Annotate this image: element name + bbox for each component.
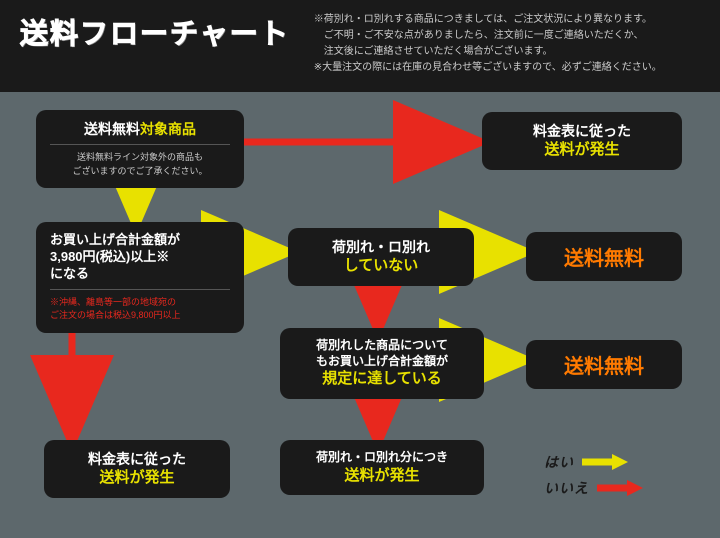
header-notes: ※荷別れ・ロ別れする商品につきましては、ご注文状況により異なります。 ご不明・ご… <box>314 12 662 76</box>
node-not-split: 荷別れ・ロ別れ していない <box>288 228 474 286</box>
legend-no-arrow <box>597 480 643 496</box>
flowchart-canvas: 送料無料対象商品 送料無料ライン対象外の商品もございますのでご了承ください。 料… <box>0 92 720 538</box>
legend-no-label: いいえ <box>544 478 589 498</box>
node-sub: 送料無料ライン対象外の商品もございますのでご了承ください。 <box>50 151 230 178</box>
node-fee-applies-left: 料金表に従った 送料が発生 <box>44 440 230 498</box>
node-split-meets-threshold: 荷別れした商品についてもお買い上げ合計金額が 規定に達している <box>280 328 484 399</box>
node-total-over-3980: お買い上げ合計金額が3,980円(税込)以上※になる ※沖縄、離島等一部の地域宛… <box>36 222 244 333</box>
legend-yes-arrow <box>582 454 628 470</box>
node-free-shipping-target: 送料無料対象商品 送料無料ライン対象外の商品もございますのでご了承ください。 <box>36 110 244 188</box>
node-free-1: 送料無料 <box>526 232 682 281</box>
node-fee-applies-top: 料金表に従った 送料が発生 <box>482 112 682 170</box>
legend: はい いいえ <box>544 452 643 504</box>
legend-yes-label: はい <box>544 452 574 472</box>
page-title: 送料フローチャート <box>20 12 290 52</box>
node-free-2: 送料無料 <box>526 340 682 389</box>
node-fee-applies-split: 荷別れ・ロ別れ分につき 送料が発生 <box>280 440 484 495</box>
